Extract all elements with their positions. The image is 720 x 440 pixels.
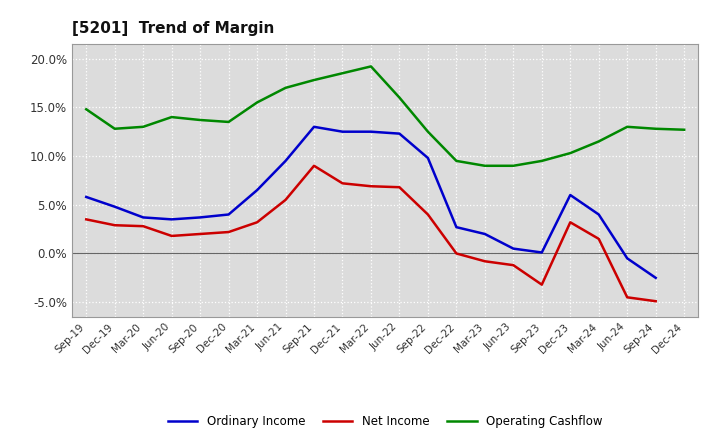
Ordinary Income bbox=[338, 129, 347, 134]
Operating Cashflow bbox=[310, 77, 318, 83]
Line: Operating Cashflow: Operating Cashflow bbox=[86, 66, 684, 166]
Operating Cashflow bbox=[139, 124, 148, 129]
Ordinary Income bbox=[452, 224, 461, 230]
Operating Cashflow bbox=[366, 64, 375, 69]
Net Income bbox=[595, 236, 603, 242]
Net Income bbox=[82, 217, 91, 222]
Operating Cashflow bbox=[509, 163, 518, 169]
Net Income bbox=[537, 282, 546, 287]
Operating Cashflow bbox=[196, 117, 204, 123]
Ordinary Income bbox=[310, 124, 318, 129]
Net Income bbox=[480, 259, 489, 264]
Ordinary Income bbox=[509, 246, 518, 251]
Net Income bbox=[253, 220, 261, 225]
Operating Cashflow bbox=[480, 163, 489, 169]
Net Income bbox=[623, 295, 631, 300]
Net Income bbox=[310, 163, 318, 169]
Net Income bbox=[139, 224, 148, 229]
Operating Cashflow bbox=[595, 139, 603, 144]
Net Income bbox=[196, 231, 204, 237]
Operating Cashflow bbox=[652, 126, 660, 132]
Ordinary Income bbox=[480, 231, 489, 237]
Ordinary Income bbox=[139, 215, 148, 220]
Line: Ordinary Income: Ordinary Income bbox=[86, 127, 656, 278]
Operating Cashflow bbox=[452, 158, 461, 164]
Text: [5201]  Trend of Margin: [5201] Trend of Margin bbox=[72, 21, 274, 36]
Ordinary Income bbox=[167, 217, 176, 222]
Operating Cashflow bbox=[110, 126, 119, 132]
Net Income bbox=[282, 197, 290, 202]
Ordinary Income bbox=[366, 129, 375, 134]
Ordinary Income bbox=[225, 212, 233, 217]
Net Income bbox=[225, 229, 233, 235]
Net Income bbox=[566, 220, 575, 225]
Ordinary Income bbox=[623, 256, 631, 261]
Legend: Ordinary Income, Net Income, Operating Cashflow: Ordinary Income, Net Income, Operating C… bbox=[163, 410, 608, 433]
Net Income bbox=[395, 185, 404, 190]
Ordinary Income bbox=[566, 192, 575, 198]
Operating Cashflow bbox=[423, 129, 432, 134]
Operating Cashflow bbox=[395, 95, 404, 100]
Operating Cashflow bbox=[566, 150, 575, 156]
Net Income bbox=[423, 212, 432, 217]
Ordinary Income bbox=[196, 215, 204, 220]
Operating Cashflow bbox=[253, 100, 261, 105]
Net Income bbox=[509, 263, 518, 268]
Ordinary Income bbox=[595, 212, 603, 217]
Ordinary Income bbox=[110, 204, 119, 209]
Ordinary Income bbox=[652, 275, 660, 280]
Ordinary Income bbox=[282, 158, 290, 164]
Operating Cashflow bbox=[338, 70, 347, 76]
Ordinary Income bbox=[395, 131, 404, 136]
Net Income bbox=[167, 233, 176, 238]
Operating Cashflow bbox=[282, 85, 290, 91]
Ordinary Income bbox=[537, 250, 546, 255]
Net Income bbox=[338, 181, 347, 186]
Ordinary Income bbox=[82, 194, 91, 200]
Net Income bbox=[110, 223, 119, 228]
Operating Cashflow bbox=[680, 127, 688, 132]
Operating Cashflow bbox=[623, 124, 631, 129]
Line: Net Income: Net Income bbox=[86, 166, 656, 301]
Ordinary Income bbox=[423, 155, 432, 161]
Operating Cashflow bbox=[167, 114, 176, 120]
Ordinary Income bbox=[253, 187, 261, 193]
Net Income bbox=[652, 299, 660, 304]
Net Income bbox=[366, 183, 375, 189]
Operating Cashflow bbox=[225, 119, 233, 125]
Net Income bbox=[452, 251, 461, 256]
Operating Cashflow bbox=[82, 106, 91, 112]
Operating Cashflow bbox=[537, 158, 546, 164]
